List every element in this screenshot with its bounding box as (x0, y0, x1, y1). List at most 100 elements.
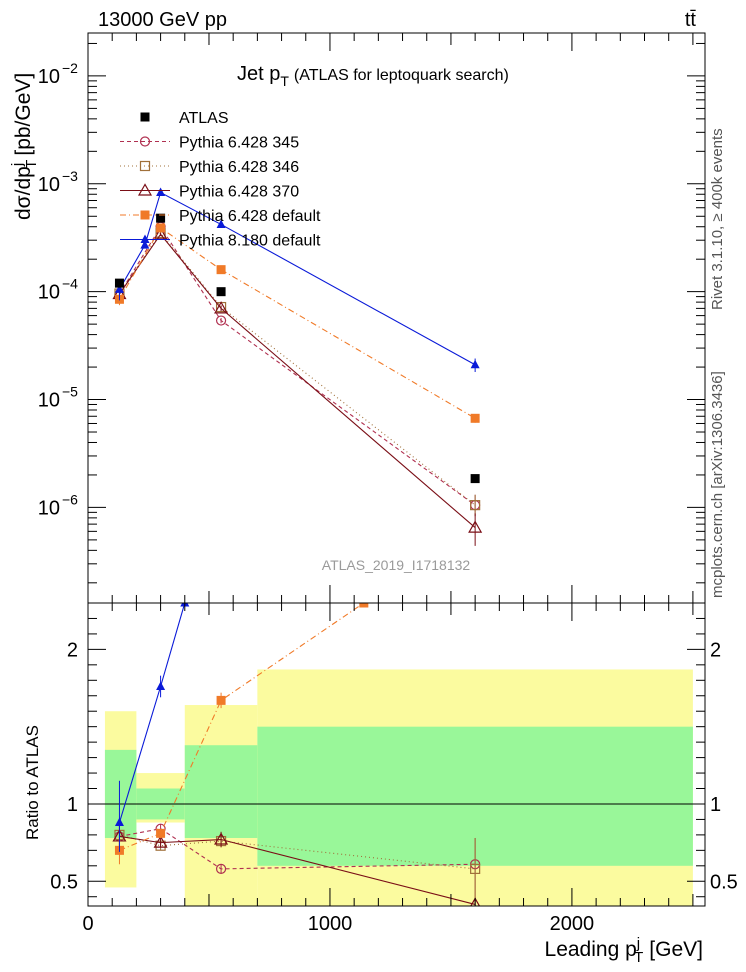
main-ytick-label: 10 (38, 497, 60, 519)
legend-marker (139, 160, 151, 172)
main-series-pythia-8-180-default (114, 187, 480, 373)
ratio-point-pythia-6-428-default-2 (216, 695, 226, 705)
main-line-pythia-6-428-default (118, 227, 476, 419)
main-point-atlas-1 (156, 213, 166, 223)
main-point-pythia-6-428-default-3 (470, 413, 480, 423)
main-point-pythia-8-180-default-4 (470, 359, 480, 369)
ratio-plot-marks (112, 603, 481, 906)
ratio-line-pythia-6-428-370 (119, 835, 476, 905)
header-left: 13000 GeV pp (98, 9, 227, 31)
main-ytick-label-exponent: −2 (62, 60, 78, 76)
side-label-rivet: Rivet 3.1.10, ≥ 400k events (709, 128, 726, 310)
legend-marker (137, 183, 153, 196)
ratio-point-pythia-6-428-370-1 (153, 835, 168, 848)
legend-item-pythia-8-180-default: Pythia 8.180 default (120, 233, 321, 250)
ratio-point-pythia-6-428-345-2 (215, 863, 227, 874)
ratio-ytick-label-right: 1 (710, 794, 721, 816)
ratio-point-pythia-8-180-default-1 (156, 681, 166, 690)
ratio-line-pythia-6-428-346 (119, 834, 476, 870)
main-point-atlas-2 (216, 287, 226, 297)
side-label-mcplots: mcplots.cern.ch [arXiv:1306.3436] (709, 371, 726, 598)
main-series-pythia-6-428-370 (112, 227, 483, 546)
ratio-tick-labels: 0.5 0.5 1 1 2 2 0 1000 2000 (50, 639, 738, 935)
ratio-ytick-label-left: 1 (67, 794, 78, 816)
main-point-pythia-6-428-default-2 (216, 265, 226, 275)
x-tick-label: 0 (82, 913, 93, 935)
main-series-atlas (114, 213, 480, 484)
main-ytick-label: 10 (38, 282, 60, 304)
ratio-uncertainty-bands (88, 669, 705, 906)
ratio-point-pythia-6-428-370-3 (470, 897, 481, 906)
ratio-panel: 0.5 0.5 1 1 2 2 0 1000 2000 Ratio to ATLAS Leadi… (23, 602, 738, 966)
legend: ATLAS Pythia 6.428 345 Pythia 6.428 346 Pyt… (120, 110, 321, 250)
legend-item-atlas: ATLAS (140, 110, 229, 127)
legend-marker (140, 210, 150, 220)
main-point-pythia-6-428-default-1 (156, 223, 166, 233)
legend-label: Pythia 6.428 default (179, 208, 321, 225)
main-ytick-label-exponent: −4 (62, 276, 78, 292)
main-y-tick-labels: 10−610−510−410−310−2 (38, 60, 78, 519)
ratio-band-inner-2 (184, 745, 258, 838)
legend-marker (140, 234, 150, 243)
ratio-line-pythia-6-428-345 (119, 828, 476, 870)
legend-item-pythia-6-428-default: Pythia 6.428 default (120, 208, 321, 225)
legend-label: Pythia 6.428 346 (179, 159, 299, 176)
legend-marker (140, 112, 150, 122)
main-point-atlas-3 (470, 474, 480, 484)
analysis-watermark: ATLAS_2019_I1718132 (322, 557, 471, 573)
main-point-atlas-0 (114, 278, 124, 288)
main-point-pythia-6-428-345-2 (215, 315, 227, 326)
ratio-point-pythia-8-180-default-0 (114, 817, 124, 827)
main-axis-ticks (87, 33, 705, 603)
legend-label: Pythia 6.428 345 (179, 135, 299, 152)
main-point-pythia-8-180-default-0 (114, 284, 124, 293)
ratio-point-pythia-6-428-346-3 (470, 863, 481, 874)
main-point-pythia-8-180-default-3 (216, 219, 226, 228)
legend-item-pythia-6-428-346: Pythia 6.428 346 (120, 159, 299, 176)
ratio-frame (87, 602, 706, 907)
x-tick-label: 1000 (308, 913, 353, 935)
main-ytick-label: 10 (38, 66, 60, 88)
ratio-point-pythia-6-428-370-2 (214, 832, 229, 845)
legend-marker (139, 136, 151, 147)
chart-title: Jet pT (ATLAS for leptoquark search) (237, 63, 509, 89)
ratio-point-pythia-6-428-default-3 (359, 603, 369, 608)
main-ytick-label-exponent: −3 (62, 168, 78, 184)
legend-item-pythia-6-428-370: Pythia 6.428 370 (120, 183, 299, 201)
main-point-pythia-8-180-default-2 (156, 187, 166, 197)
main-point-pythia-6-428-346-3 (470, 500, 481, 511)
main-ytick-label: 10 (38, 174, 60, 196)
main-line-pythia-6-428-346 (118, 232, 476, 506)
main-series-pythia-6-428-346 (114, 227, 481, 517)
main-point-pythia-6-428-370-3 (468, 520, 483, 533)
ratio-y-axis-label: Ratio to ATLAS (23, 725, 42, 840)
ratio-ytick-label-left: 2 (67, 639, 78, 661)
legend-label: Pythia 6.428 370 (179, 184, 299, 201)
main-point-pythia-6-428-370-2 (214, 301, 229, 314)
ratio-ytick-label-right: 2 (710, 639, 721, 661)
main-line-pythia-6-428-370 (119, 233, 476, 529)
x-tick-label: 2000 (550, 913, 595, 935)
ratio-axis-ticks (87, 603, 705, 906)
legend-label: ATLAS (179, 110, 229, 127)
ratio-line-pythia-6-428-default (119, 603, 365, 851)
ratio-ytick-label-right: 0.5 (710, 871, 738, 893)
main-point-pythia-6-428-370-1 (153, 227, 168, 240)
main-ytick-label-exponent: −5 (62, 384, 78, 400)
main-y-axis-label: dσ/dpjT[pb/GeV] (9, 73, 40, 220)
x-axis-label: Leading pj T [GeV] (545, 935, 703, 966)
ratio-ytick-label-left: 0.5 (50, 871, 78, 893)
ratio-series-pythia-8-180-default (114, 603, 190, 852)
ratio-point-pythia-6-428-default-1 (156, 828, 166, 838)
main-line-pythia-6-428-345 (118, 225, 476, 506)
legend-label: Pythia 8.180 default (179, 233, 321, 250)
main-plot-marks (112, 187, 483, 546)
legend-item-pythia-6-428-345: Pythia 6.428 345 (120, 135, 299, 152)
main-ytick-label: 10 (38, 390, 60, 412)
main-panel: 10−610−510−410−310−2 Jet pT (ATLAS for le… (9, 32, 706, 604)
main-point-pythia-8-180-default-1 (140, 240, 150, 249)
main-series-pythia-6-428-default (114, 223, 480, 423)
main-ytick-label-exponent: −6 (62, 491, 78, 507)
header-right: tt̄ (685, 9, 697, 31)
